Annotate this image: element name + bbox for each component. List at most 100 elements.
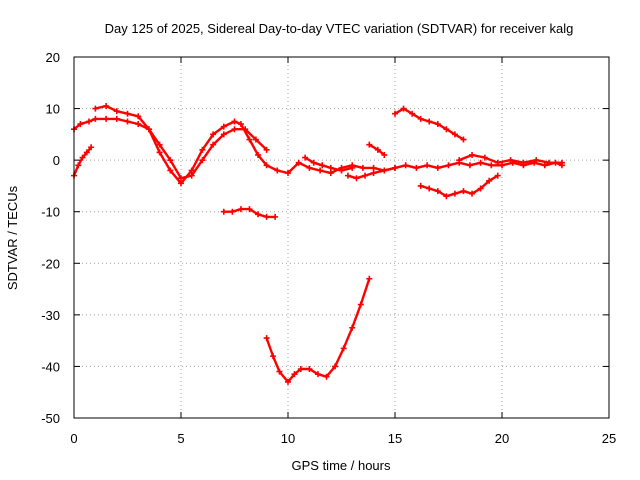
y-tick-label: -20	[41, 256, 60, 271]
data-point-marker	[263, 335, 270, 342]
data-point-marker	[314, 371, 321, 378]
data-point-marker	[359, 164, 366, 171]
data-point-marker	[507, 157, 514, 164]
data-point-marker	[220, 123, 227, 130]
series-line	[94, 104, 564, 185]
data-point-marker	[199, 157, 206, 164]
data-point-marker	[88, 144, 95, 151]
data-point-marker	[402, 162, 409, 169]
data-point-marker	[374, 146, 381, 153]
data-point-marker	[451, 131, 458, 138]
data-point-marker	[220, 208, 227, 215]
data-point-marker	[167, 167, 174, 174]
series-arc-5	[344, 164, 398, 182]
data-point-marker	[210, 141, 217, 148]
series-arc-6	[366, 141, 388, 158]
data-point-marker	[229, 208, 236, 215]
data-point-marker	[92, 115, 99, 122]
plot-frame	[73, 56, 610, 419]
data-point-marker	[426, 118, 433, 125]
data-point-marker	[255, 211, 262, 218]
data-point-marker	[362, 172, 369, 179]
data-point-marker	[272, 213, 279, 220]
data-point-marker	[323, 373, 330, 380]
x-tick-label: 0	[70, 431, 77, 446]
data-point-marker	[366, 275, 373, 282]
y-tick-label: 0	[53, 153, 60, 168]
data-point-marker	[344, 172, 351, 179]
data-point-marker	[417, 115, 424, 122]
x-axis-label: GPS time / hours	[292, 458, 391, 473]
y-tick-label: -50	[41, 411, 60, 426]
data-point-marker	[332, 363, 339, 370]
data-point-marker	[488, 162, 495, 169]
data-point-marker	[276, 368, 283, 375]
data-point-marker	[499, 162, 505, 169]
data-point-marker	[156, 149, 163, 156]
data-point-marker	[178, 180, 184, 187]
data-point-marker	[77, 121, 84, 128]
data-point-marker	[460, 136, 467, 143]
data-point-marker	[92, 105, 99, 112]
data-point-marker	[231, 118, 238, 125]
series-line	[419, 174, 499, 198]
series-arc-9	[392, 105, 467, 143]
text-layer: Day 125 of 2025, Sidereal Day-to-day VTE…	[5, 21, 616, 473]
data-point-marker	[231, 126, 238, 133]
grid-layer	[74, 57, 609, 418]
data-point-marker	[285, 378, 291, 385]
data-point-marker	[541, 162, 548, 169]
x-tick-label: 20	[495, 431, 509, 446]
data-point-marker	[434, 121, 441, 128]
y-tick-label: 20	[46, 50, 60, 65]
data-point-marker	[434, 164, 441, 171]
data-point-marker	[451, 190, 458, 197]
data-point-marker	[349, 164, 356, 171]
data-point-marker	[124, 110, 131, 117]
y-tick-label: -30	[41, 308, 60, 323]
data-point-marker	[306, 164, 313, 171]
series-line	[265, 277, 371, 384]
y-tick-label: -10	[41, 205, 60, 220]
data-point-marker	[103, 102, 110, 109]
x-tick-label: 15	[388, 431, 402, 446]
data-point-marker	[546, 159, 553, 166]
data-point-marker	[366, 141, 373, 148]
data-point-marker	[477, 185, 484, 192]
data-point-marker	[263, 213, 270, 220]
data-point-marker	[477, 159, 484, 166]
data-point-marker	[494, 172, 501, 179]
data-point-marker	[263, 146, 270, 153]
data-point-marker	[210, 131, 217, 138]
data-point-marker	[424, 162, 431, 169]
data-point-marker	[445, 162, 452, 169]
data-point-marker	[135, 121, 142, 128]
data-point-marker	[85, 118, 92, 125]
data-point-marker	[285, 170, 291, 177]
y-tick-label: 10	[46, 102, 60, 117]
data-point-marker	[167, 157, 174, 164]
data-point-marker	[434, 188, 441, 195]
series-line	[72, 146, 93, 177]
data-point-marker	[302, 154, 309, 161]
data-point-marker	[349, 324, 356, 331]
data-point-marker	[417, 182, 424, 189]
x-tick-label: 5	[177, 431, 184, 446]
series-arc-4	[302, 154, 356, 174]
series-arc-1	[71, 144, 95, 179]
data-point-marker	[370, 164, 377, 171]
data-point-marker	[409, 110, 416, 117]
data-point-marker	[310, 159, 317, 166]
data-point-marker	[520, 159, 527, 166]
data-point-marker	[469, 190, 476, 197]
data-point-marker	[274, 167, 281, 174]
series-arc-3	[92, 102, 565, 187]
data-point-marker	[124, 118, 131, 125]
data-point-marker	[340, 345, 347, 352]
series-arc-11	[456, 151, 565, 166]
data-point-marker	[103, 115, 110, 122]
data-point-marker	[79, 154, 86, 161]
data-point-marker	[270, 353, 277, 360]
